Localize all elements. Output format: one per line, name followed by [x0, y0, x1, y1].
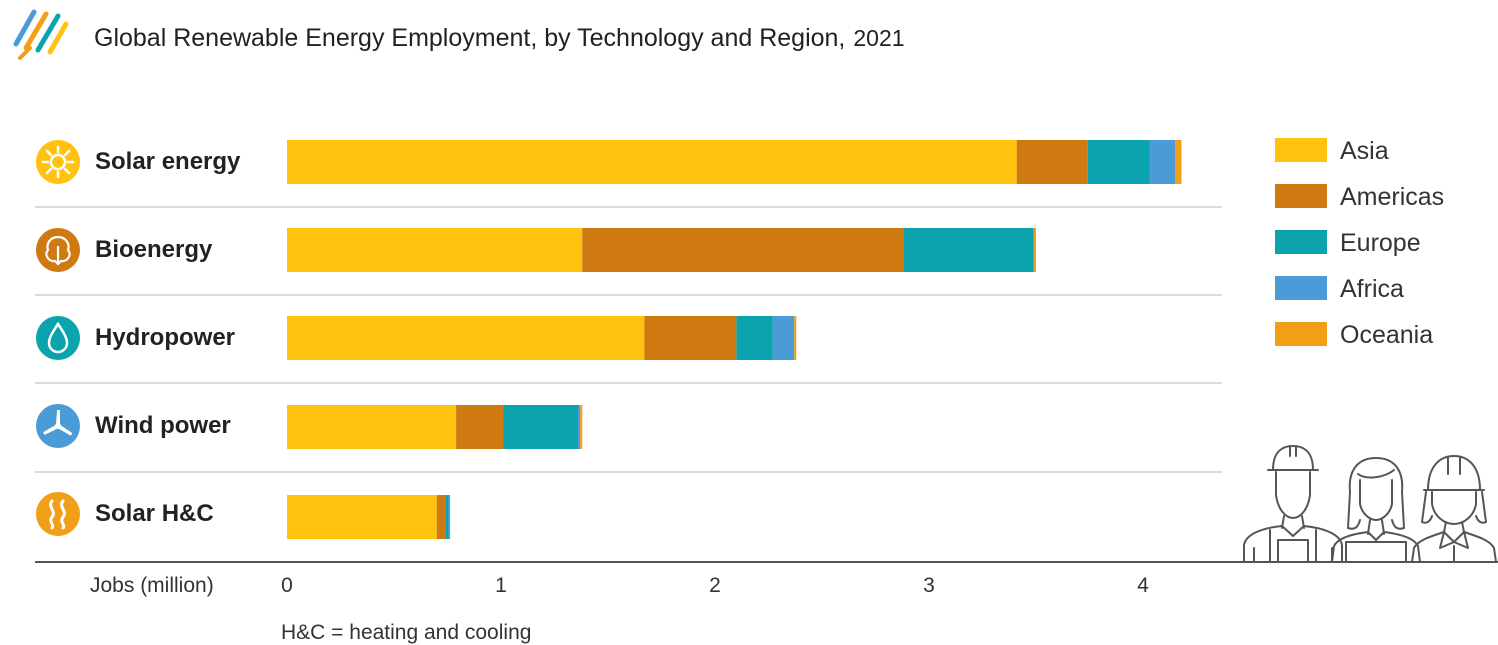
bar-segment-americas	[644, 316, 737, 360]
legend-swatch-americas	[1275, 184, 1327, 208]
x-tick-label: 1	[495, 574, 507, 597]
x-tick-label: 0	[281, 574, 293, 597]
bar-segment-europe	[903, 228, 1034, 272]
bar-segment-asia	[287, 140, 1017, 184]
bar-segment-africa	[578, 405, 581, 449]
category-label-solar-energy: Solar energy	[95, 148, 241, 175]
legend-label-oceania: Oceania	[1340, 321, 1433, 349]
bar-segment-oceania	[794, 316, 797, 360]
chart-title: Global Renewable Energy Employment, by T…	[94, 24, 905, 52]
bar-segment-asia	[287, 228, 583, 272]
footnote: H&C = heating and cooling	[281, 621, 531, 644]
x-axis-ticks: 0 1 2 3 4	[281, 574, 1149, 597]
bar-segment-asia	[287, 316, 645, 360]
legend-label-asia: Asia	[1340, 137, 1389, 165]
x-tick-label: 4	[1137, 574, 1149, 597]
legend-swatch-oceania	[1275, 322, 1327, 346]
x-tick-label: 2	[709, 574, 721, 597]
bars-group	[287, 140, 1182, 539]
category-label-solar-hc: Solar H&C	[95, 500, 214, 527]
legend-label-africa: Africa	[1340, 275, 1404, 303]
heat-waves-icon	[36, 492, 80, 536]
legend-swatch-africa	[1275, 276, 1327, 300]
x-axis-label: Jobs (million)	[90, 574, 214, 597]
workers-illustration	[1243, 445, 1497, 563]
legend-swatch-europe	[1275, 230, 1327, 254]
bar-segment-americas	[456, 405, 504, 449]
wind-turbine-icon	[36, 404, 80, 448]
category-label-hydropower: Hydropower	[95, 324, 235, 351]
bar-segment-asia	[287, 495, 437, 539]
legend-label-americas: Americas	[1340, 183, 1444, 211]
bar-segment-europe	[1087, 140, 1150, 184]
bar-segment-americas	[582, 228, 904, 272]
x-tick-label: 3	[923, 574, 935, 597]
category-label-bioenergy: Bioenergy	[95, 236, 213, 263]
bar-segment-oceania	[580, 405, 583, 449]
category-label-wind-power: Wind power	[95, 412, 231, 439]
bar-segment-asia	[287, 405, 457, 449]
bar-segment-africa	[772, 316, 795, 360]
legend: Asia Americas Europe Africa Oceania	[1275, 137, 1444, 349]
striped-diagonal-logo-icon	[13, 9, 69, 60]
bar-segment-americas	[436, 495, 446, 539]
bar-segment-africa	[1149, 140, 1176, 184]
bar-segment-oceania	[1033, 228, 1036, 272]
bar-segment-europe	[503, 405, 578, 449]
sun-icon	[36, 140, 80, 184]
legend-swatch-asia	[1275, 138, 1327, 162]
legend-label-europe: Europe	[1340, 229, 1421, 257]
water-drop-icon	[36, 316, 80, 360]
bar-segment-americas	[1016, 140, 1088, 184]
leaf-icon	[36, 228, 80, 272]
bar-segment-oceania	[1175, 140, 1182, 184]
bar-segment-europe	[445, 495, 449, 539]
bar-segment-africa	[448, 495, 451, 539]
bar-segment-europe	[736, 316, 773, 360]
